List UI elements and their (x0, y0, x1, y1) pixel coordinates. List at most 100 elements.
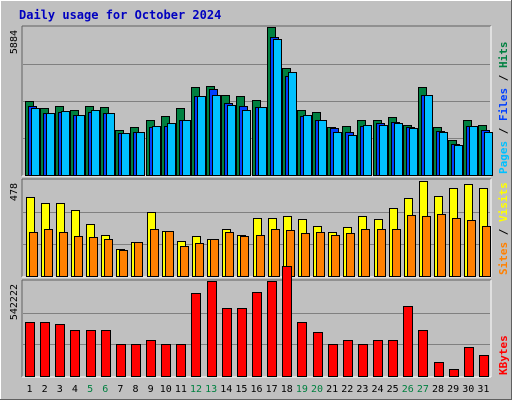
bar-pages-day-20 (318, 120, 327, 176)
bar-sites-day-14 (225, 232, 234, 277)
bar-pages-day-3 (61, 111, 70, 176)
x-tick-label-day-24: 24 (372, 384, 384, 395)
bar-sites-day-1 (29, 232, 38, 277)
bar-kbytes-day-27 (418, 330, 428, 377)
bar-kbytes-day-19 (297, 322, 307, 377)
bar-kbytes-day-25 (388, 340, 398, 377)
bar-kbytes-day-2 (40, 322, 50, 377)
x-tick-label-day-14: 14 (220, 384, 232, 395)
bar-pages-day-7 (121, 133, 130, 176)
bar-pages-day-29 (454, 145, 463, 176)
legend-visits: Visits (497, 182, 510, 222)
x-tick-label-day-16: 16 (250, 384, 262, 395)
bar-sites-day-22 (346, 233, 355, 277)
bar-kbytes-day-3 (55, 324, 65, 377)
bar-kbytes-day-11 (176, 344, 186, 377)
x-tick-label-day-28: 28 (432, 384, 444, 395)
bar-pages-day-16 (258, 107, 267, 176)
x-tick-label-day-23: 23 (356, 384, 368, 395)
bar-kbytes-day-8 (131, 344, 141, 377)
x-tick-label-day-10: 10 (160, 384, 172, 395)
bar-pages-day-21 (333, 132, 342, 176)
bar-sites-day-19 (301, 233, 310, 277)
bar-kbytes-day-29 (449, 369, 459, 377)
bar-sites-day-17 (271, 229, 280, 277)
bar-kbytes-day-28 (434, 362, 444, 377)
bar-sites-day-13 (210, 239, 219, 277)
bar-sites-day-30 (467, 220, 476, 277)
bar-sites-day-2 (44, 229, 53, 277)
bar-sites-day-23 (361, 229, 370, 277)
legend-hits: Hits (497, 42, 510, 69)
bar-pages-day-14 (227, 105, 236, 176)
bar-kbytes-day-15 (237, 308, 247, 377)
x-tick-label-day-19: 19 (296, 384, 308, 395)
x-tick-label-day-6: 6 (102, 384, 108, 395)
bar-kbytes-day-21 (328, 344, 338, 377)
bar-kbytes-day-16 (252, 292, 262, 377)
ymax-label: 478 (9, 183, 20, 201)
bar-pages-day-12 (197, 96, 206, 176)
bar-pages-day-17 (273, 39, 282, 176)
bar-kbytes-day-7 (116, 344, 126, 377)
bar-pages-day-10 (167, 123, 176, 176)
bar-kbytes-day-4 (70, 330, 80, 377)
bar-kbytes-day-31 (479, 355, 489, 377)
x-tick-label-day-13: 13 (205, 384, 217, 395)
legend-separator: / (497, 68, 510, 88)
bar-kbytes-day-12 (191, 293, 201, 377)
bar-kbytes-day-14 (222, 308, 232, 377)
bar-pages-day-31 (484, 132, 493, 176)
x-tick-label-day-29: 29 (447, 384, 459, 395)
bar-sites-day-15 (240, 236, 249, 277)
x-tick-label-day-25: 25 (387, 384, 399, 395)
bar-kbytes-day-20 (313, 332, 323, 377)
ymax-label: 5884 (9, 30, 20, 54)
bar-pages-day-2 (46, 113, 55, 176)
x-tick-label-day-17: 17 (266, 384, 278, 395)
bar-sites-day-11 (180, 246, 189, 277)
bar-sites-day-26 (407, 215, 416, 277)
bar-pages-day-11 (182, 120, 191, 176)
ymax-label: 542222 (9, 284, 20, 320)
bar-kbytes-day-26 (403, 306, 413, 377)
bar-kbytes-day-1 (25, 322, 35, 377)
bar-pages-day-5 (91, 110, 100, 176)
x-tick-label-day-18: 18 (281, 384, 293, 395)
x-tick-label-day-12: 12 (190, 384, 202, 395)
x-tick-label-day-5: 5 (87, 384, 93, 395)
bar-kbytes-day-23 (358, 344, 368, 377)
bar-sites-day-20 (316, 232, 325, 277)
bar-kbytes-day-17 (267, 281, 277, 377)
bar-pages-day-26 (409, 128, 418, 176)
bar-kbytes-day-18 (282, 266, 292, 377)
legend-separator: / (497, 222, 510, 242)
bar-sites-day-24 (377, 229, 386, 277)
bar-sites-day-21 (331, 235, 340, 277)
x-tick-label-day-3: 3 (57, 384, 63, 395)
bar-pages-day-28 (439, 132, 448, 176)
legend-sites: Sites (497, 242, 510, 275)
bar-sites-day-4 (74, 236, 83, 277)
bar-kbytes-day-5 (86, 330, 96, 377)
x-tick-label-day-2: 2 (42, 384, 48, 395)
x-tick-label-day-30: 30 (462, 384, 474, 395)
bar-kbytes-day-24 (373, 340, 383, 377)
bar-sites-day-7 (119, 250, 128, 277)
bar-pages-day-8 (136, 132, 145, 176)
bar-sites-day-28 (437, 214, 446, 277)
bar-kbytes-day-6 (101, 330, 111, 377)
panel-sites-visits: Sites / Visits (21, 178, 510, 278)
chart-title: Daily usage for October 2024 (19, 8, 221, 22)
bar-sites-day-9 (150, 229, 159, 277)
panel-pages-files-hits: Pages / Files / Hits (21, 25, 510, 177)
bar-sites-day-31 (482, 226, 491, 277)
x-tick-label-day-1: 1 (27, 384, 33, 395)
legend-kbytes: KBytes (497, 335, 510, 375)
bar-sites-day-25 (392, 229, 401, 277)
legend-files: Files (497, 88, 510, 121)
bar-sites-day-12 (195, 243, 204, 277)
bar-kbytes-day-10 (161, 344, 171, 377)
bar-pages-day-23 (363, 125, 372, 176)
